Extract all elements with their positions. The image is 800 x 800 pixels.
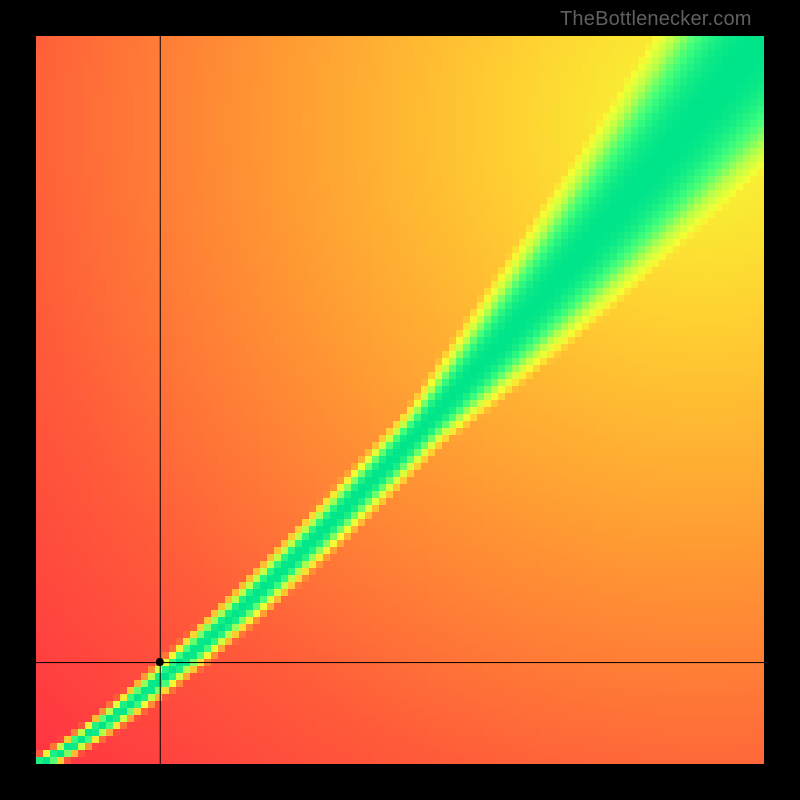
watermark-text: TheBottlenecker.com (560, 8, 752, 31)
chart-container: TheBottlenecker.com (0, 0, 800, 800)
bottleneck-heatmap (0, 0, 800, 800)
